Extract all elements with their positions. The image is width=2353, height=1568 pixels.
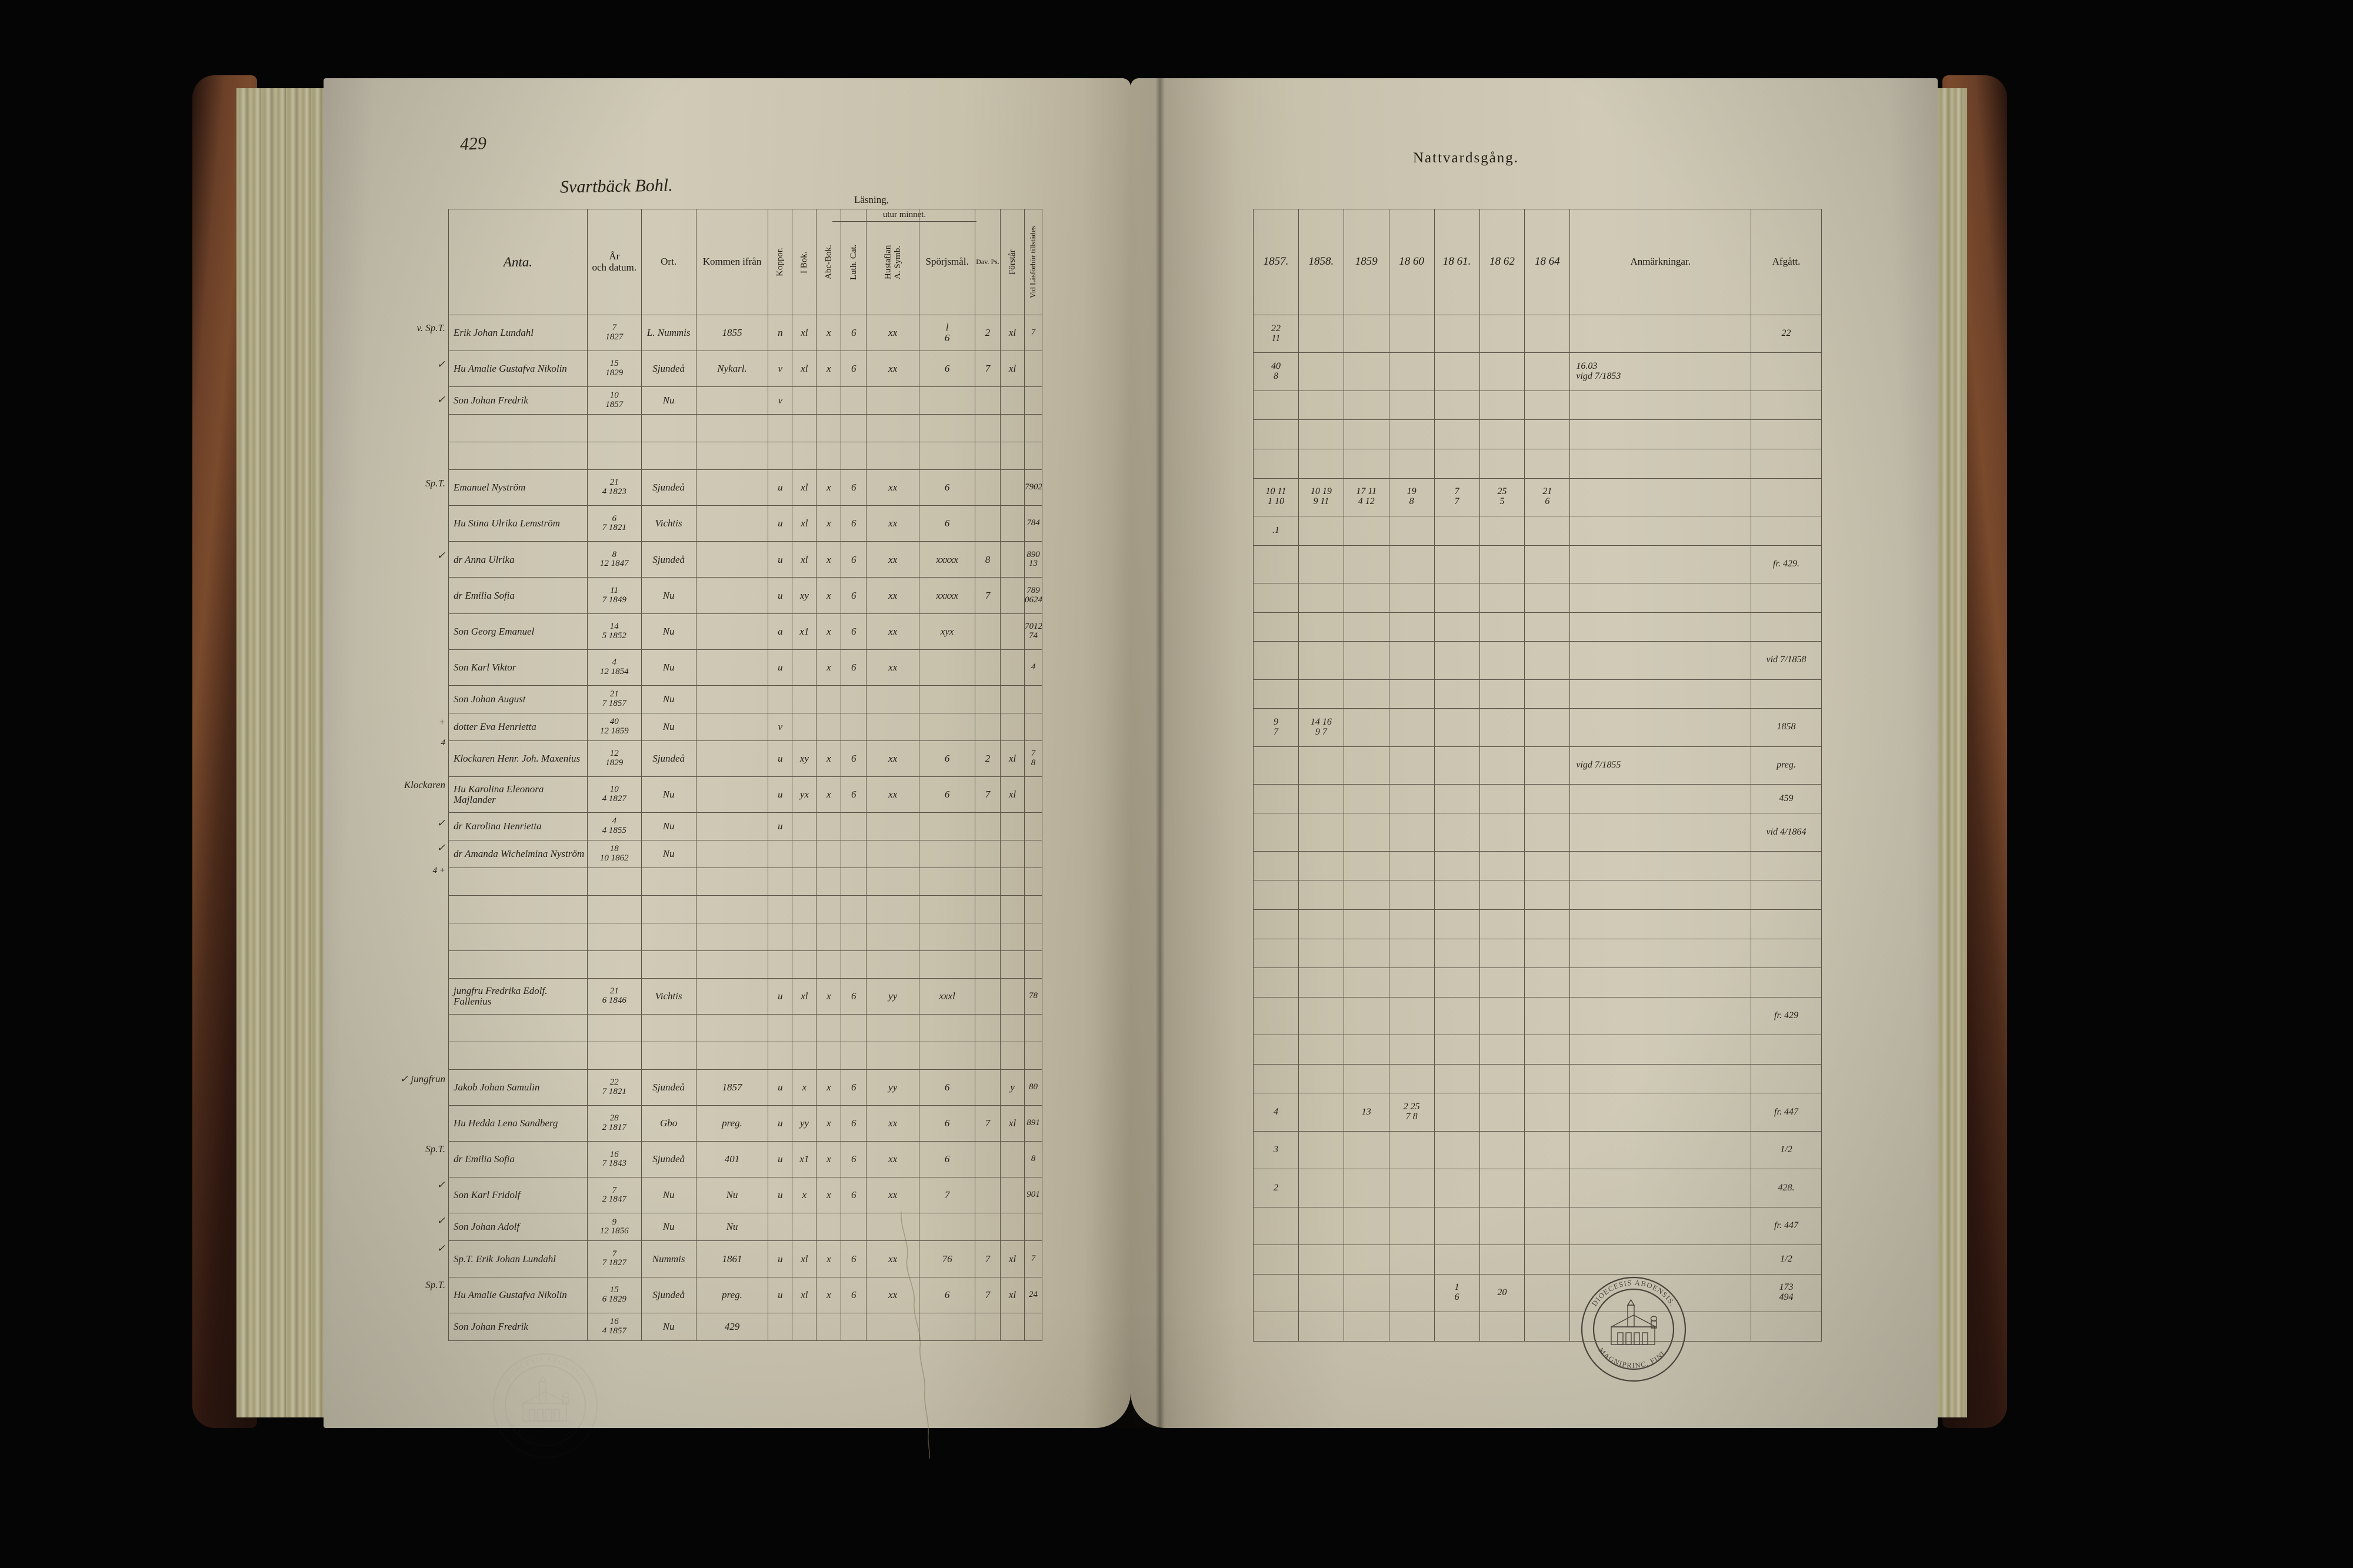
svg-text:MAGNIPRINC. FINL.: MAGNIPRINC. FINL. (509, 1423, 582, 1446)
svg-text:MAGNIPRINC. FINL.: MAGNIPRINC. FINL. (1597, 1346, 1671, 1370)
